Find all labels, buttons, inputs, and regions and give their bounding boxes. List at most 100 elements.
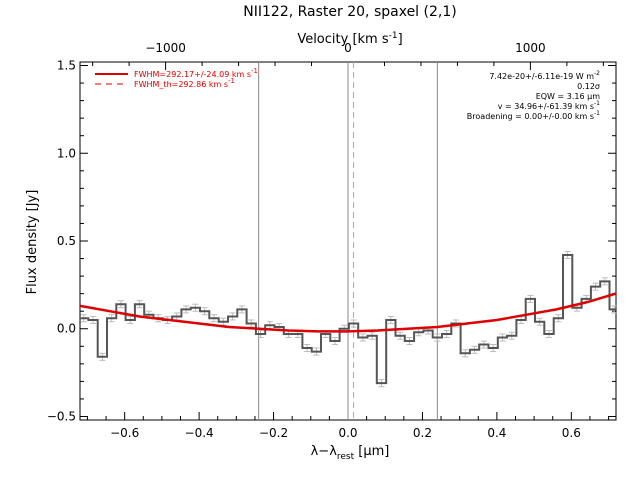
spectrum-point — [399, 334, 401, 337]
spectrum-point — [548, 333, 550, 335]
x-tick-label: −0.2 — [259, 426, 288, 440]
y-tick-label: 1.0 — [57, 146, 76, 160]
spectrum-point — [269, 324, 271, 327]
spectrum-point — [445, 333, 448, 335]
spectrum-point — [604, 280, 606, 283]
top-axis-label-text: Velocity [km s — [297, 32, 389, 47]
spectrum-point — [538, 320, 541, 323]
spectrum-point — [334, 340, 336, 342]
spectrum-point — [213, 317, 215, 320]
top-tick-label: −1000 — [145, 41, 186, 55]
spectrum-point — [436, 336, 439, 339]
y-tick-label: −0.5 — [47, 409, 76, 423]
x-tick-label: −0.4 — [185, 426, 214, 440]
annotation: Broadening = 0.00+/-0.00 km s-1 — [467, 110, 600, 121]
legend-label: FWHM=292.17+/-24.09 km s-1 — [134, 67, 258, 79]
y-axis-label: Flux density [Jy] — [25, 190, 40, 295]
spectrum-point — [362, 336, 364, 339]
x-axis-label-sub: rest — [337, 452, 355, 462]
y-tick-label: 0.0 — [57, 322, 76, 336]
spectrum-point — [250, 322, 253, 325]
annotation: 7.42e-20+/-6.11e-19 W m-2 — [489, 70, 600, 81]
spectrum-point — [613, 308, 615, 311]
spectrum-point — [306, 347, 308, 349]
x-tick-label: −0.6 — [110, 426, 139, 440]
spectrum-point — [241, 308, 243, 311]
spectrum-point — [343, 327, 346, 330]
annotation-text: Broadening = 0.00+/-0.00 km s — [467, 112, 594, 121]
spectrum-point — [231, 315, 234, 318]
y-tick-label: 1.5 — [57, 59, 76, 73]
annotation: v = 34.96+/-61.39 km s-1 — [498, 100, 600, 111]
spectrum-point — [148, 313, 150, 316]
spectrum-point — [464, 352, 467, 355]
spectrum-point — [352, 322, 355, 325]
legend-entry-sup: -1 — [251, 67, 258, 75]
spectrum-point — [492, 347, 494, 349]
top-axis-label-end: ] — [398, 32, 403, 47]
top-tick-label: 0 — [344, 41, 352, 55]
annotation-sup: -1 — [594, 110, 600, 117]
annotation-text: 7.42e-20+/-6.11e-19 W m — [489, 72, 594, 81]
x-axis-label-text: λ−λ — [311, 444, 338, 459]
spectrum-point — [408, 340, 411, 342]
spectrum-point — [557, 317, 560, 320]
spectrum-point — [175, 315, 178, 318]
spectrum-point — [501, 336, 504, 339]
spectrum-point — [194, 306, 197, 309]
spectrum-point — [315, 350, 318, 353]
spectrum-point — [390, 319, 392, 321]
x-tick-label: 0.4 — [487, 426, 506, 440]
x-axis-label: λ−λrest [μm] — [311, 444, 390, 462]
spectrum-point — [92, 319, 94, 321]
annotation-sup: -1 — [594, 100, 600, 107]
annotation: EQW = 3.16 μm — [536, 92, 600, 101]
spectrum-point — [278, 326, 280, 328]
spectrum-point — [529, 298, 532, 300]
spectrum-point — [594, 285, 597, 288]
legend-entry-text: FWHM_th=292.86 km s — [134, 80, 228, 89]
spectrum-point — [222, 320, 225, 323]
spectrum-point — [203, 310, 206, 312]
spectrum-point — [259, 333, 262, 335]
x-axis-label-unit: [μm] — [354, 444, 389, 459]
spectrum-point — [566, 254, 569, 256]
spectrum-point — [129, 319, 132, 321]
legend-entry-text: FWHM=292.17+/-24.09 km s — [134, 70, 251, 79]
spectrum-point — [324, 333, 327, 335]
x-tick-label: 0.6 — [562, 426, 581, 440]
spectrum-point — [185, 308, 187, 311]
annotation-sup: -2 — [594, 70, 600, 77]
annotation-text: EQW = 3.16 μm — [536, 92, 600, 101]
annotation-text: v = 34.96+/-61.39 km s — [498, 102, 594, 111]
spectrum-point — [576, 306, 578, 309]
spectrum-point — [138, 303, 141, 305]
spectrum-point — [287, 333, 290, 335]
legend-label: FWHM_th=292.86 km s-1 — [134, 77, 235, 89]
spectrum-point — [82, 317, 85, 320]
annotation-text: 0.12σ — [577, 82, 600, 91]
spectrum-point — [101, 356, 104, 358]
fit-curve — [79, 292, 617, 333]
spectrum-point — [296, 333, 299, 335]
spectrum-point — [371, 334, 373, 337]
top-tick-label: 1000 — [515, 41, 546, 55]
spectrum-point — [120, 303, 122, 305]
plot-layer: −0.6 −0.4 −0.2 0.0 0.2 0.4 0.6 −0.5 0.0 0.5 1.0 1.5… — [47, 41, 618, 440]
spectrum-point — [110, 317, 113, 320]
x-tick-label: 0.2 — [413, 426, 432, 440]
top-axis-label: Velocity [km s-1] — [297, 31, 402, 47]
x-tick-label: 0.0 — [338, 426, 357, 440]
annotation: 0.12σ — [577, 82, 600, 91]
spectrum-point — [380, 382, 383, 384]
top-axis-label-sup: -1 — [389, 31, 398, 41]
spectrum-point — [473, 349, 476, 351]
spectrum-point — [417, 331, 420, 334]
spectrum-point — [483, 343, 485, 346]
spectrum-point — [427, 329, 429, 332]
y-tick-label: 0.5 — [57, 234, 76, 248]
chart-title: NII122, Raster 20, spaxel (2,1) — [243, 4, 456, 20]
spectrum-point — [510, 334, 513, 337]
